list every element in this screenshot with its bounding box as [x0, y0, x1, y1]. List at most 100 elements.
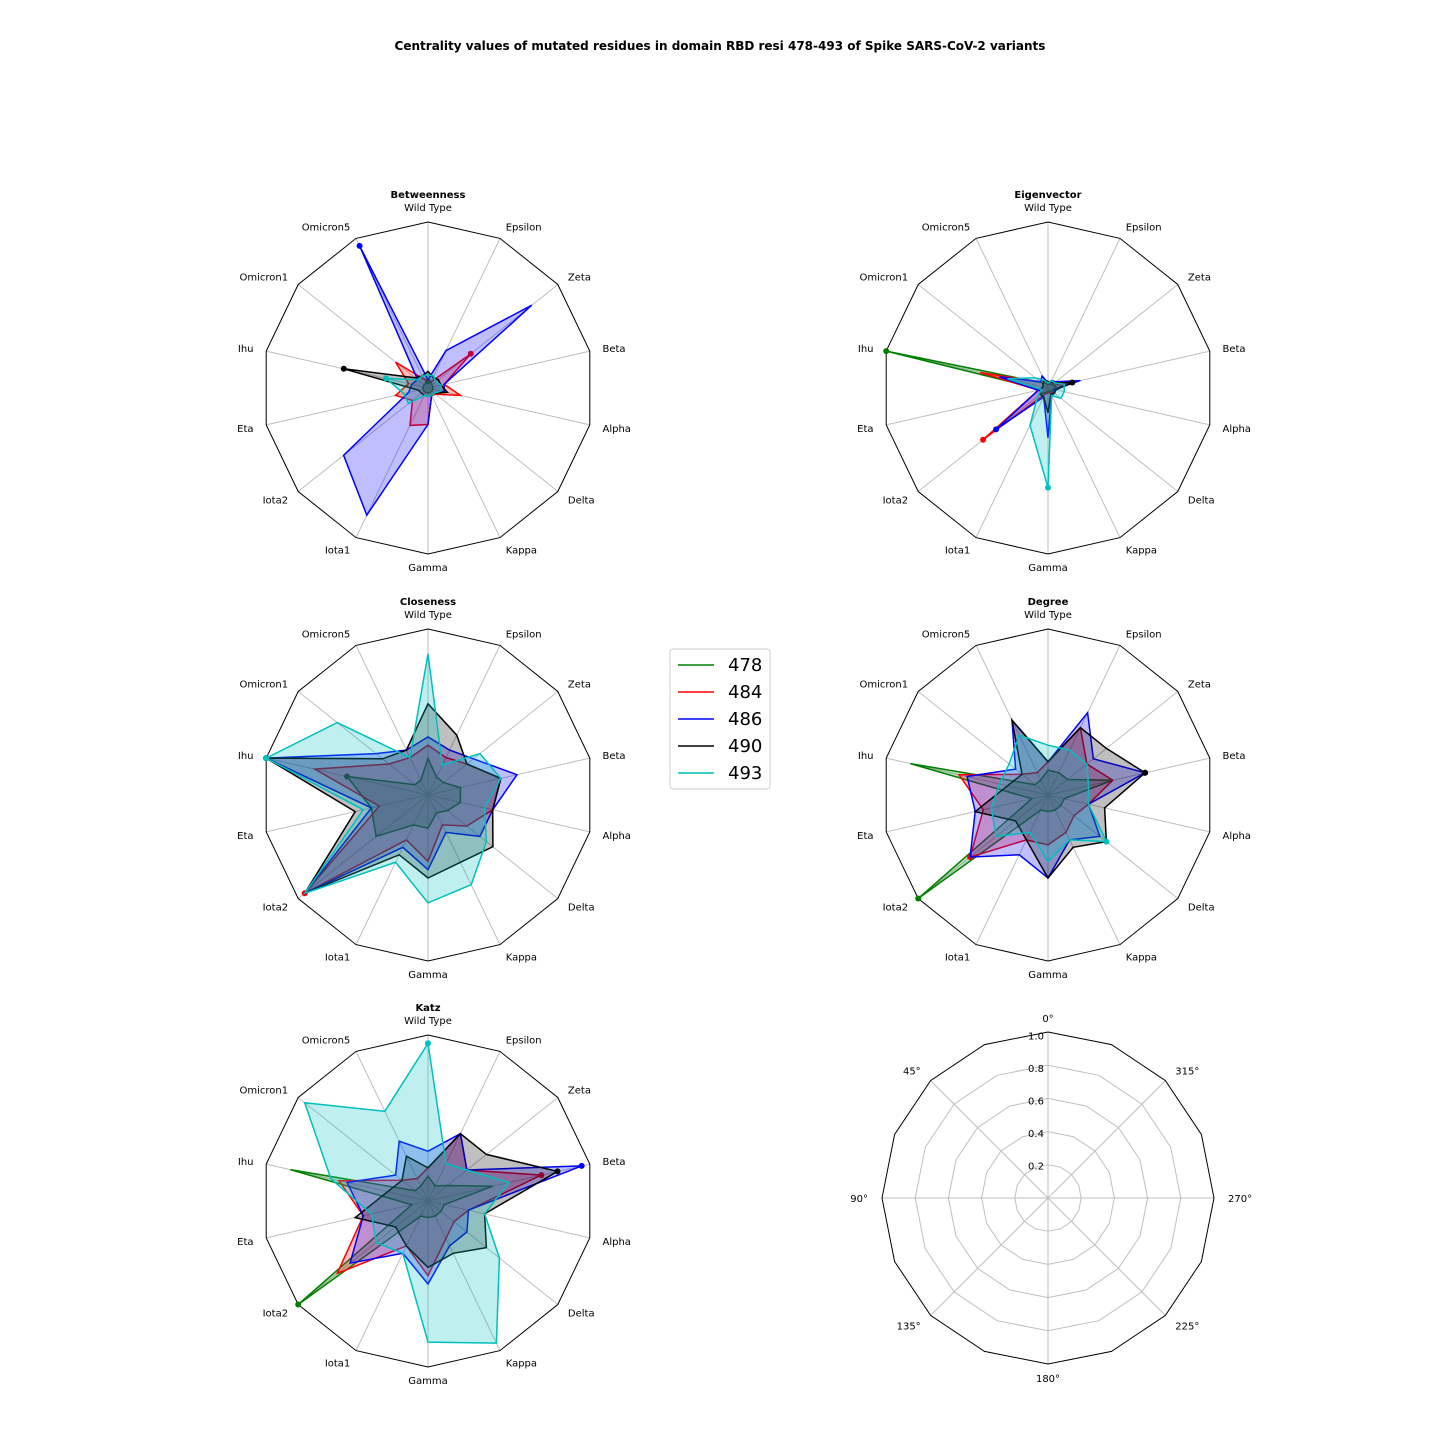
angle-tick-label: 45°: [903, 1067, 921, 1078]
series-484-marker: [980, 436, 987, 443]
spoke-line: [427, 1200, 590, 1239]
spoke-line: [930, 1197, 1049, 1316]
axis-label: Ihu: [858, 344, 874, 355]
axis-label: Gamma: [1028, 970, 1068, 981]
axis-label: Iota2: [883, 496, 908, 507]
legend-label: 490: [728, 736, 762, 757]
axis-label: Omicron5: [922, 223, 971, 234]
axis-label: Omicron5: [302, 1036, 351, 1047]
spoke-line: [1047, 794, 1210, 833]
radar-chart-degree: Degree Wild Type Epsilon Zeta Beta Alpha Delta…: [857, 597, 1251, 981]
polar-frame: [881, 1031, 1215, 1365]
legend-box: [669, 648, 771, 790]
spoke-line: [355, 1051, 429, 1202]
axis-label: Wild Type: [1024, 610, 1072, 621]
axis-label: Wild Type: [404, 203, 452, 214]
series-484-area: [957, 726, 1114, 859]
angle-tick-label: 225°: [1175, 1321, 1199, 1332]
spoke-line: [1047, 691, 1179, 796]
axis-label: Zeta: [1188, 272, 1211, 283]
radial-tick-label: 0.8: [1028, 1064, 1044, 1075]
axis-label: Omicron1: [859, 679, 908, 690]
radar-frame: [265, 1034, 591, 1368]
spoke-line: [886, 794, 1049, 833]
radar-title: Betweenness: [391, 190, 466, 201]
figure-title: Centrality values of mutated residues in…: [395, 39, 1046, 53]
axis-label: Beta: [603, 751, 626, 762]
radar-chart-katz: Katz Wild Type Epsilon Zeta Beta Alpha Delta Ka…: [237, 1003, 631, 1387]
axis-label: Eta: [857, 831, 873, 842]
axis-label: Omicron5: [302, 630, 351, 641]
axis-label: Iota1: [945, 952, 970, 963]
series-493-marker: [382, 375, 389, 382]
series-478-marker: [295, 1301, 302, 1308]
spoke-line: [266, 794, 429, 833]
spoke-line: [975, 794, 1049, 945]
spoke-line: [427, 794, 501, 945]
series-486-marker: [993, 426, 1000, 433]
spoke-line: [297, 691, 429, 796]
spoke-line: [1047, 794, 1179, 899]
spoke-line: [427, 1200, 559, 1305]
axis-label: Omicron1: [859, 272, 908, 283]
series-490-area: [353, 1132, 560, 1269]
spoke-line: [1047, 387, 1210, 426]
spoke-line: [975, 387, 1049, 538]
spoke-line: [886, 387, 1049, 426]
spoke-line: [297, 284, 429, 389]
series-490-marker: [554, 1168, 561, 1175]
spoke-line: [266, 387, 429, 426]
axis-label: Gamma: [408, 563, 448, 574]
series-490-marker: [1069, 379, 1076, 386]
axis-label: Epsilon: [1126, 630, 1162, 641]
axis-label: Zeta: [568, 679, 591, 690]
series-486-area: [345, 1132, 582, 1286]
radar-frame: [265, 221, 591, 555]
spoke-line: [1047, 387, 1121, 538]
spoke-line: [427, 350, 590, 389]
angle-tick-label: 315°: [1175, 1067, 1199, 1078]
spoke-line: [266, 1200, 429, 1239]
spoke-line: [355, 794, 429, 945]
legend: 478 484 486 490 493: [669, 648, 771, 790]
axis-label: Omicron1: [239, 272, 288, 283]
angle-tick-label: 0°: [1042, 1014, 1053, 1025]
radar-title: Eigenvector: [1014, 190, 1081, 201]
spoke-line: [1047, 794, 1121, 945]
spoke-line: [427, 387, 590, 426]
series-490-marker: [340, 365, 347, 372]
axis-label: Alpha: [603, 1237, 631, 1248]
radar-chart-closeness: Closeness Wild Type Epsilon Zeta Beta Alpha De…: [237, 597, 631, 981]
axis-label: Ihu: [858, 751, 874, 762]
axis-label: Ihu: [238, 1157, 254, 1168]
spoke-line: [427, 1051, 501, 1202]
spoke-line: [297, 794, 429, 899]
series-478-marker: [344, 773, 351, 780]
axis-label: Epsilon: [506, 1036, 542, 1047]
series-493-area: [303, 1041, 511, 1344]
axis-label: Eta: [857, 424, 873, 435]
empty-polar-axes: 0° 315° 270° 225° 180° 135° 90° 45° 0.2 0.4 0.6 0.8…: [850, 1014, 1252, 1385]
axis-label: Kappa: [1126, 545, 1157, 556]
spoke-line: [1047, 1197, 1166, 1316]
axis-label: Iota1: [945, 545, 970, 556]
axis-label: Beta: [603, 1157, 626, 1168]
spoke-line: [427, 794, 590, 833]
spoke-line: [427, 1200, 501, 1351]
spoke-line: [427, 387, 501, 538]
radial-tick-label: 0.4: [1028, 1129, 1044, 1140]
spoke-line: [427, 691, 559, 796]
axis-label: Epsilon: [1126, 223, 1162, 234]
series-486-marker: [356, 242, 363, 249]
series-493-marker: [1103, 838, 1110, 845]
series-484-area: [335, 1132, 545, 1278]
spoke-line: [427, 1097, 559, 1202]
spoke-line: [1047, 645, 1121, 796]
radar-frame: [265, 628, 591, 962]
legend-label: 486: [728, 709, 762, 730]
spoke-line: [1047, 284, 1179, 389]
axis-label: Iota1: [325, 952, 350, 963]
axis-label: Ihu: [238, 344, 254, 355]
radar-title: Katz: [415, 1003, 440, 1014]
axis-label: Omicron1: [239, 1085, 288, 1096]
